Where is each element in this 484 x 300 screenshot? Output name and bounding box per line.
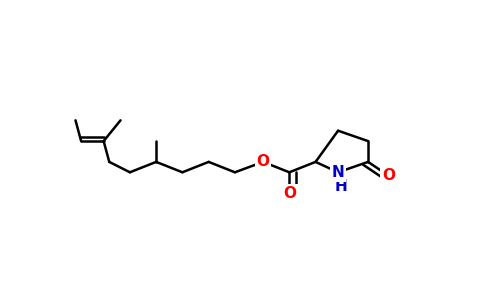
Text: H: H [335, 179, 348, 194]
Text: O: O [382, 168, 395, 183]
Text: N: N [332, 165, 345, 180]
Text: O: O [257, 154, 270, 169]
Text: O: O [283, 186, 296, 201]
